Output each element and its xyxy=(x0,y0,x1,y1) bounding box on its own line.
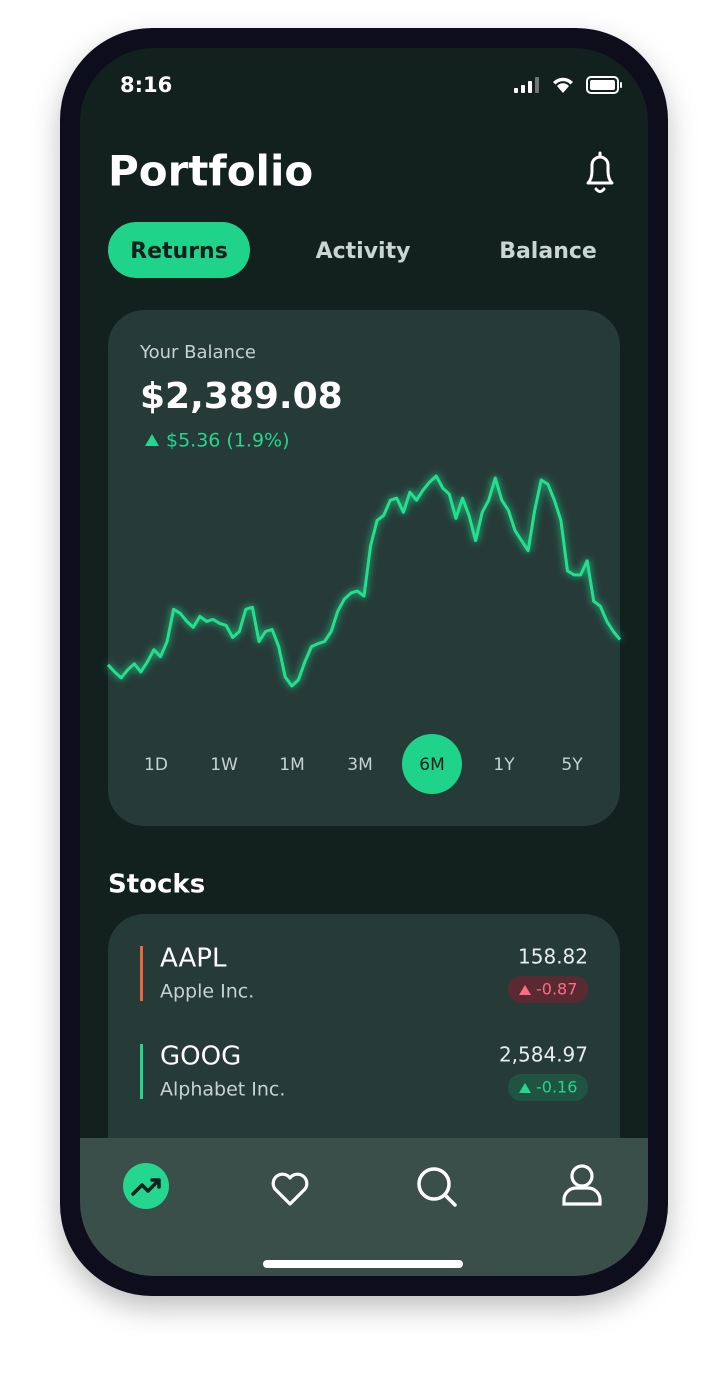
tab[interactable]: Balance xyxy=(499,239,597,264)
page-title: Portfolio xyxy=(108,147,313,196)
status-icons xyxy=(514,76,622,94)
balance-label: Your Balance xyxy=(139,342,256,363)
nav-search[interactable] xyxy=(417,1167,457,1207)
range-option[interactable]: 6M xyxy=(419,755,444,775)
change-pill xyxy=(508,976,588,1003)
stock-price: 158.82 xyxy=(518,945,588,969)
stock-accent xyxy=(140,946,143,1001)
home-indicator xyxy=(263,1260,463,1268)
range-option[interactable]: 1W xyxy=(210,755,238,775)
balance-line xyxy=(106,474,622,688)
stock-name: Alphabet Inc. xyxy=(160,1079,285,1101)
stock-change: -0.16 xyxy=(536,1078,577,1097)
stock-change: -0.87 xyxy=(536,980,577,999)
section-title: Stocks xyxy=(108,870,205,900)
range-active-bg xyxy=(402,734,462,794)
tab-active-bg xyxy=(108,222,250,278)
range-option[interactable]: 1Y xyxy=(493,755,515,775)
up-arrow xyxy=(145,434,159,446)
change-pill xyxy=(508,1074,588,1101)
tab[interactable]: Returns xyxy=(130,239,228,264)
balance-change: $5.36 (1.9%) xyxy=(166,430,290,452)
range-option[interactable]: 1D xyxy=(144,755,168,775)
nav-portfolio[interactable] xyxy=(123,1163,169,1209)
stock-accent xyxy=(140,1044,143,1099)
range-option[interactable]: 5Y xyxy=(561,755,583,775)
tab[interactable]: Activity xyxy=(316,239,411,264)
change-arrow xyxy=(519,985,531,995)
balance-amount: $2,389.08 xyxy=(140,376,343,417)
balance-card xyxy=(108,310,620,826)
bell-icon[interactable] xyxy=(586,151,614,193)
status-time: 8:16 xyxy=(120,73,172,97)
nav-profile[interactable] xyxy=(562,1164,602,1206)
stock-symbol[interactable]: GOOG xyxy=(160,1042,241,1072)
range-option[interactable]: 1M xyxy=(279,755,304,775)
change-arrow xyxy=(519,1083,531,1093)
stock-price: 2,584.97 xyxy=(499,1043,588,1067)
nav-favorites[interactable] xyxy=(271,1172,309,1206)
stock-symbol[interactable]: AAPL xyxy=(160,944,227,974)
range-option[interactable]: 3M xyxy=(347,755,372,775)
stock-name: Apple Inc. xyxy=(160,981,254,1003)
bottom-nav xyxy=(80,1138,648,1276)
